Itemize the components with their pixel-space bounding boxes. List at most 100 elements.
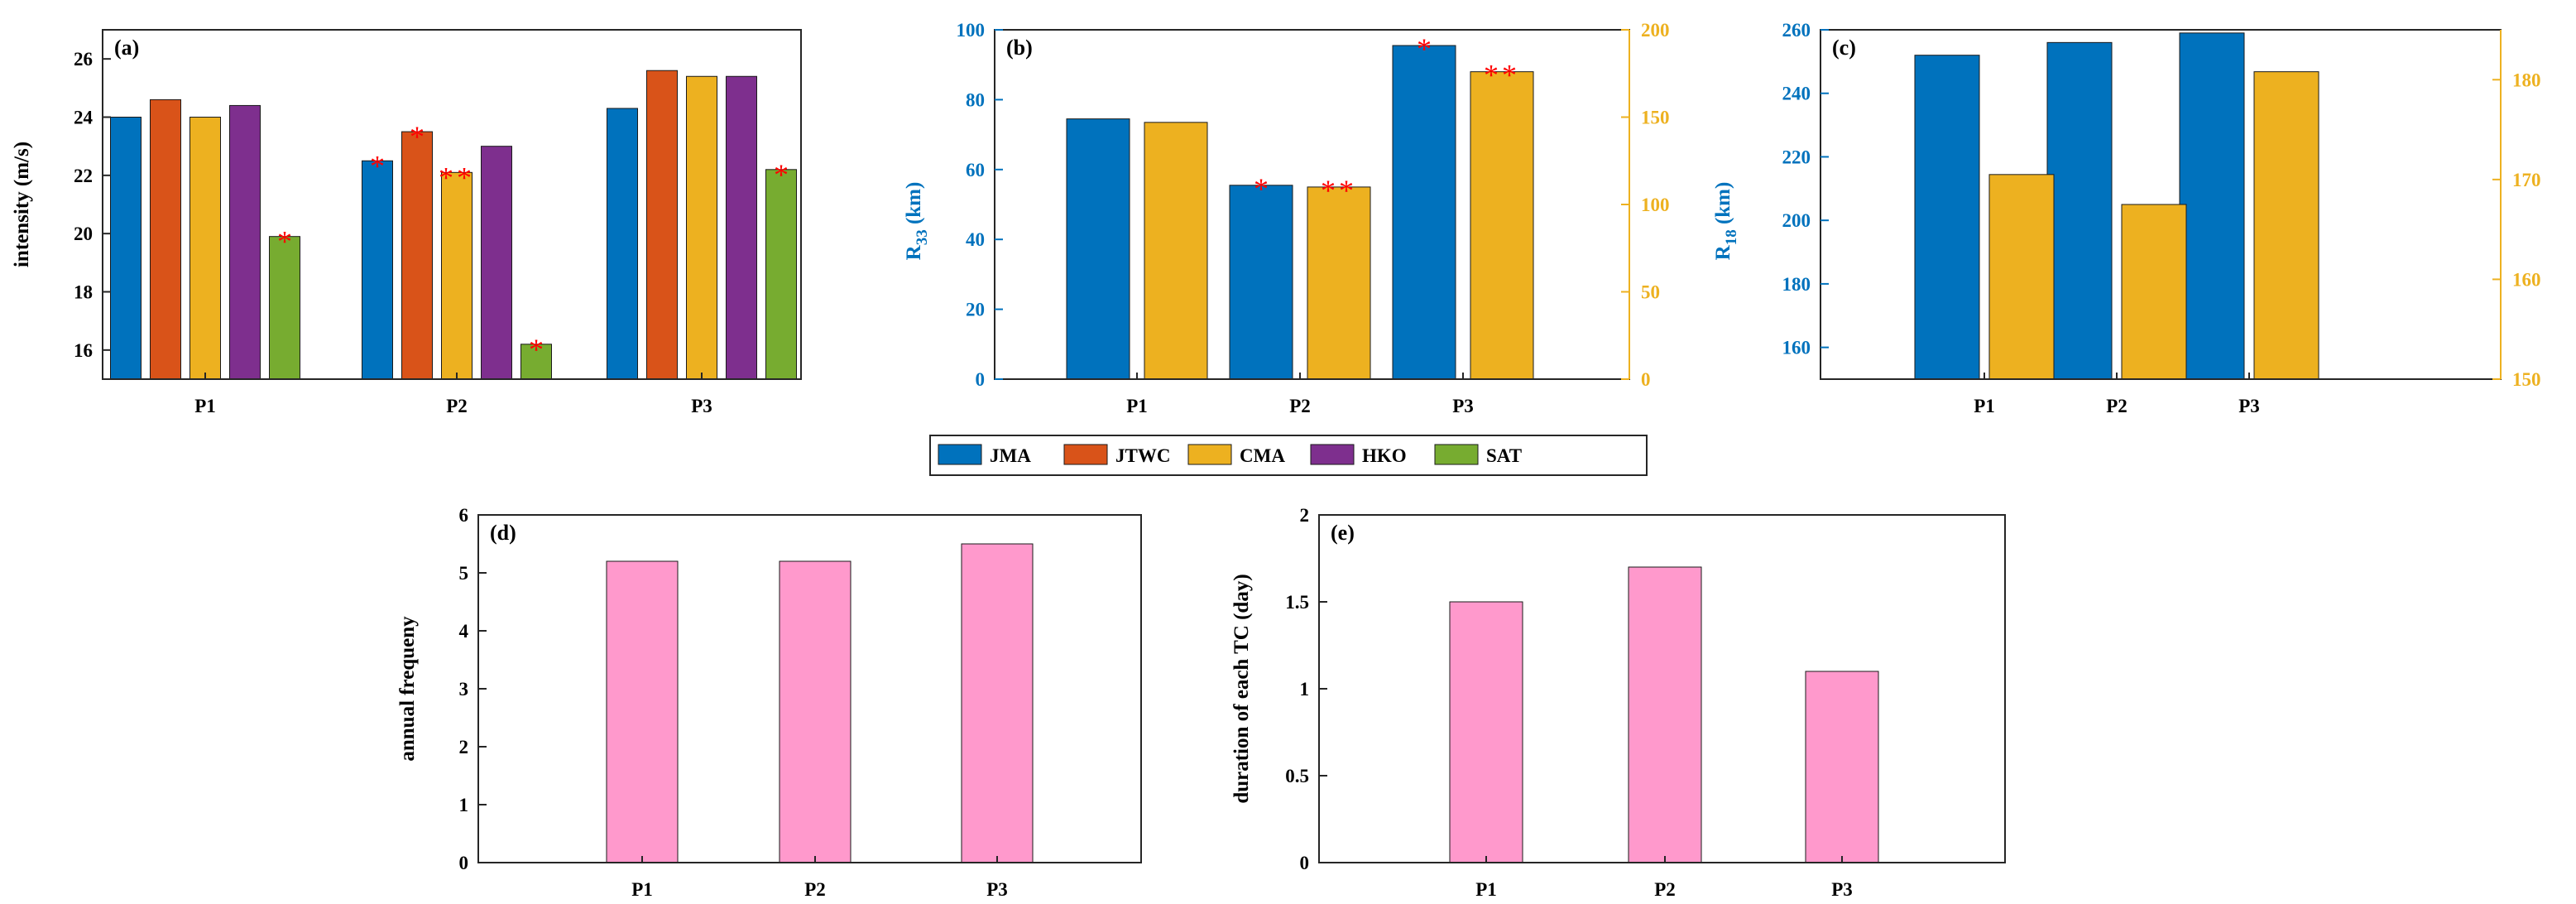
panel-label: (b) bbox=[1006, 36, 1033, 60]
y-tick-label: 4 bbox=[459, 621, 469, 642]
bar-cma bbox=[1988, 174, 2055, 380]
bar-cma bbox=[2253, 71, 2319, 380]
y-tick-label: 16 bbox=[74, 340, 93, 361]
bar-cma bbox=[1144, 122, 1208, 380]
legend-label-jtwc: JTWC bbox=[1115, 445, 1170, 466]
significance-star: ** bbox=[439, 161, 475, 194]
y-tick-label: 6 bbox=[459, 505, 469, 526]
y-tick-label: 1 bbox=[459, 795, 469, 815]
right-tick-label: 200 bbox=[1641, 20, 1670, 41]
bar-frequency bbox=[779, 560, 851, 863]
bar-sat bbox=[765, 169, 797, 380]
significance-star: * bbox=[774, 158, 789, 191]
right-tick-label: 160 bbox=[2512, 269, 2541, 290]
panel-label: (d) bbox=[490, 521, 516, 545]
legend-swatch-jtwc bbox=[1063, 444, 1108, 465]
significance-star: ** bbox=[1484, 59, 1520, 92]
x-tick-label: P1 bbox=[194, 396, 216, 416]
x-tick-label: P2 bbox=[1654, 879, 1676, 900]
bar-jma bbox=[110, 117, 142, 380]
y-tick-label: 18 bbox=[74, 282, 93, 303]
bar-jma bbox=[1914, 55, 1980, 380]
x-tick-label: P3 bbox=[691, 396, 712, 416]
bar-hko bbox=[726, 75, 757, 380]
right-tick-label: 50 bbox=[1641, 282, 1660, 303]
y-tick-label: 2 bbox=[459, 737, 469, 757]
y-axis-label: R33 (km) bbox=[903, 182, 931, 261]
x-tick-label: P3 bbox=[1831, 879, 1853, 900]
bar-duration bbox=[1449, 601, 1523, 863]
right-tick-label: 180 bbox=[2512, 70, 2541, 90]
right-tick-label: 100 bbox=[1641, 195, 1670, 215]
right-tick-label: 0 bbox=[1641, 369, 1651, 390]
panel-label: (c) bbox=[1832, 36, 1856, 60]
legend: JMA JTWC CMA HKO SAT bbox=[929, 435, 1648, 476]
bar-jtwc bbox=[646, 70, 678, 380]
x-tick-label: P2 bbox=[2106, 396, 2127, 416]
bar-cma bbox=[686, 75, 717, 380]
y-tick-label: 20 bbox=[74, 224, 93, 244]
panel-e: 0 0.5 1 1.5 2 P1 P2 P3 duration of each TC (day)… bbox=[1230, 505, 2006, 900]
x-tick-label: P2 bbox=[446, 396, 468, 416]
legend-swatch-jma bbox=[938, 444, 982, 465]
panel-c: 160 180 200 220 240 260 150 160 170 180 P1 P2 P3 R18 … bbox=[1712, 20, 2541, 416]
bar-cma bbox=[189, 117, 221, 380]
y-tick-label: 1 bbox=[1300, 679, 1310, 700]
y-tick-label: 80 bbox=[966, 89, 985, 110]
y-tick-label: 160 bbox=[1782, 338, 1811, 358]
legend-swatch-cma bbox=[1187, 444, 1232, 465]
x-tick-label: P3 bbox=[2238, 396, 2260, 416]
y-tick-label: 5 bbox=[459, 563, 469, 584]
y-tick-label: 0.5 bbox=[1285, 766, 1309, 786]
y-tick-label: 260 bbox=[1782, 20, 1811, 41]
plot-frame bbox=[102, 29, 802, 380]
bar-jma bbox=[1392, 45, 1456, 380]
x-tick-label: P1 bbox=[1475, 879, 1497, 900]
significance-star: * bbox=[529, 333, 544, 366]
y-tick-label: 0 bbox=[459, 853, 469, 873]
y-tick-label: 2 bbox=[1300, 505, 1310, 526]
y-tick-label: 40 bbox=[966, 229, 985, 250]
bar-jtwc bbox=[401, 131, 433, 380]
x-tick-label: P2 bbox=[804, 879, 826, 900]
bar-cma bbox=[1470, 71, 1534, 380]
x-tick-label: P3 bbox=[986, 879, 1008, 900]
right-tick-label: 150 bbox=[1641, 108, 1670, 128]
bar-frequency bbox=[606, 560, 679, 863]
x-tick-label: P3 bbox=[1452, 396, 1474, 416]
significance-star: * bbox=[1254, 172, 1269, 205]
bar-jma bbox=[2179, 32, 2245, 380]
y-axis-label: intensity (m/s) bbox=[11, 142, 33, 267]
y-tick-label: 180 bbox=[1782, 274, 1811, 295]
legend-label-sat: SAT bbox=[1486, 445, 1522, 466]
y-tick-label: 100 bbox=[957, 20, 986, 41]
panel-label: (a) bbox=[114, 36, 139, 60]
bar-duration bbox=[1628, 566, 1702, 863]
y-tick-label: 60 bbox=[966, 160, 985, 180]
legend-label-jma: JMA bbox=[990, 445, 1031, 466]
bar-cma bbox=[1307, 186, 1371, 380]
legend-label-cma: CMA bbox=[1240, 445, 1285, 466]
x-tick-label: P1 bbox=[1974, 396, 1995, 416]
bar-duration bbox=[1805, 671, 1879, 863]
bar-jma bbox=[2046, 41, 2113, 380]
bar-hko bbox=[229, 104, 261, 380]
y-tick-label: 220 bbox=[1782, 147, 1811, 167]
right-tick-label: 150 bbox=[2512, 369, 2541, 390]
significance-star: * bbox=[370, 149, 385, 182]
significance-star: * bbox=[1417, 32, 1432, 65]
bar-jma bbox=[1229, 185, 1293, 380]
panel-label: (e) bbox=[1331, 521, 1355, 545]
y-tick-label: 22 bbox=[74, 166, 93, 186]
y-tick-label: 200 bbox=[1782, 210, 1811, 231]
significance-star: ** bbox=[1321, 174, 1357, 207]
bar-cma bbox=[2121, 204, 2187, 380]
y-tick-label: 26 bbox=[74, 49, 93, 70]
panel-d: 0 1 2 3 4 5 6 P1 P2 P3 annual frequeny (d) bbox=[396, 505, 1142, 900]
significance-star: * bbox=[410, 120, 425, 153]
bar-sat bbox=[520, 344, 552, 380]
y-axis-label: annual frequeny bbox=[396, 616, 419, 762]
